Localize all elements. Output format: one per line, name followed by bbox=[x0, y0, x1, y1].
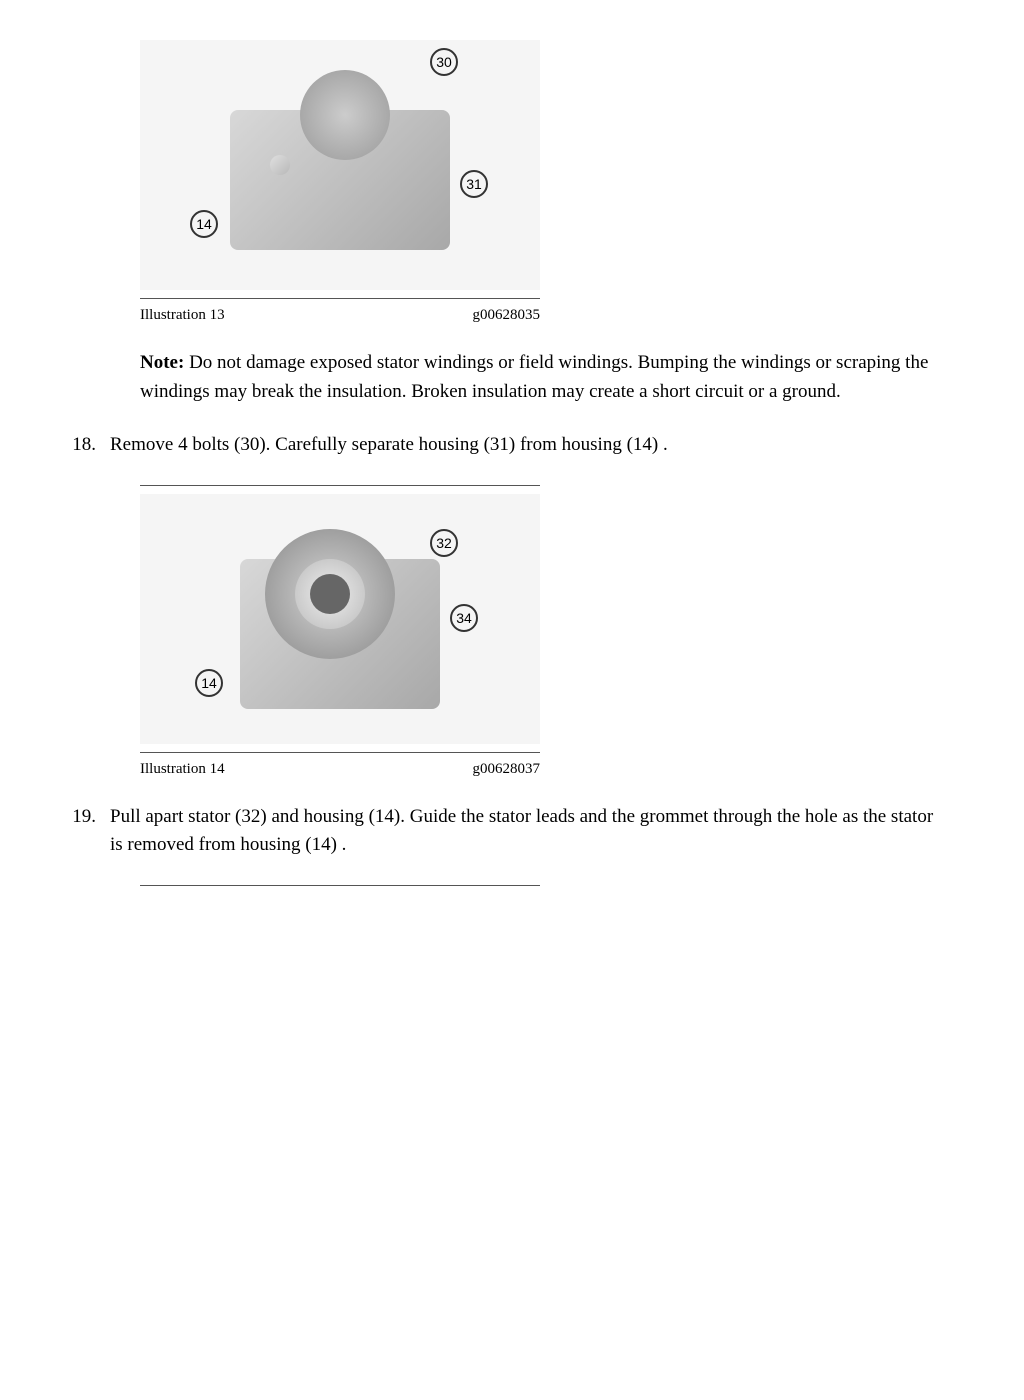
gear-shape bbox=[300, 70, 390, 160]
illustration-14-id: g00628037 bbox=[473, 761, 541, 778]
step-18: 18. Remove 4 bolts (30). Carefully separ… bbox=[60, 431, 964, 460]
figure-13-image: 30 31 14 bbox=[140, 40, 540, 290]
illustration-13-id: g00628035 bbox=[473, 307, 541, 324]
step-18-number: 18. bbox=[60, 431, 110, 460]
final-divider-container bbox=[140, 885, 964, 886]
center-hole bbox=[310, 574, 350, 614]
figure-13-container: 30 31 14 Illustration 13 g00628035 bbox=[140, 40, 964, 324]
callout-34-label: 34 bbox=[456, 610, 472, 626]
callout-14: 14 bbox=[190, 210, 218, 238]
figure-13-divider bbox=[140, 298, 540, 299]
callout-14-label: 14 bbox=[196, 216, 212, 232]
final-divider bbox=[140, 885, 540, 886]
figure-14-top-divider bbox=[140, 485, 540, 486]
note-text: Do not damage exposed stator windings or… bbox=[140, 352, 928, 402]
step-19-text: Pull apart stator (32) and housing (14).… bbox=[110, 803, 964, 860]
note-label: Note: bbox=[140, 352, 184, 373]
figure-13-inner: 30 31 14 bbox=[140, 40, 540, 290]
illustration-13-label: Illustration 13 bbox=[140, 307, 225, 324]
callout-32-label: 32 bbox=[436, 535, 452, 551]
step-19: 19. Pull apart stator (32) and housing (… bbox=[60, 803, 964, 860]
note-block-1: Note: Do not damage exposed stator windi… bbox=[140, 349, 944, 406]
figure-14-image: 32 34 14 bbox=[140, 494, 540, 744]
step-18-text: Remove 4 bolts (30). Carefully separate … bbox=[110, 431, 964, 460]
bolt-shape bbox=[270, 155, 290, 175]
step-19-number: 19. bbox=[60, 803, 110, 860]
figure-14-caption: Illustration 14 g00628037 bbox=[140, 761, 540, 778]
callout-31-label: 31 bbox=[466, 176, 482, 192]
callout-34: 34 bbox=[450, 604, 478, 632]
callout-32: 32 bbox=[430, 529, 458, 557]
callout-14-b-label: 14 bbox=[201, 675, 217, 691]
callout-30: 30 bbox=[430, 48, 458, 76]
callout-30-label: 30 bbox=[436, 54, 452, 70]
figure-14-divider bbox=[140, 752, 540, 753]
callout-31: 31 bbox=[460, 170, 488, 198]
figure-14-inner: 32 34 14 bbox=[140, 494, 540, 744]
illustration-14-label: Illustration 14 bbox=[140, 761, 225, 778]
figure-14-container: 32 34 14 Illustration 14 g00628037 bbox=[140, 485, 964, 778]
figure-13-caption: Illustration 13 g00628035 bbox=[140, 307, 540, 324]
callout-14-b: 14 bbox=[195, 669, 223, 697]
